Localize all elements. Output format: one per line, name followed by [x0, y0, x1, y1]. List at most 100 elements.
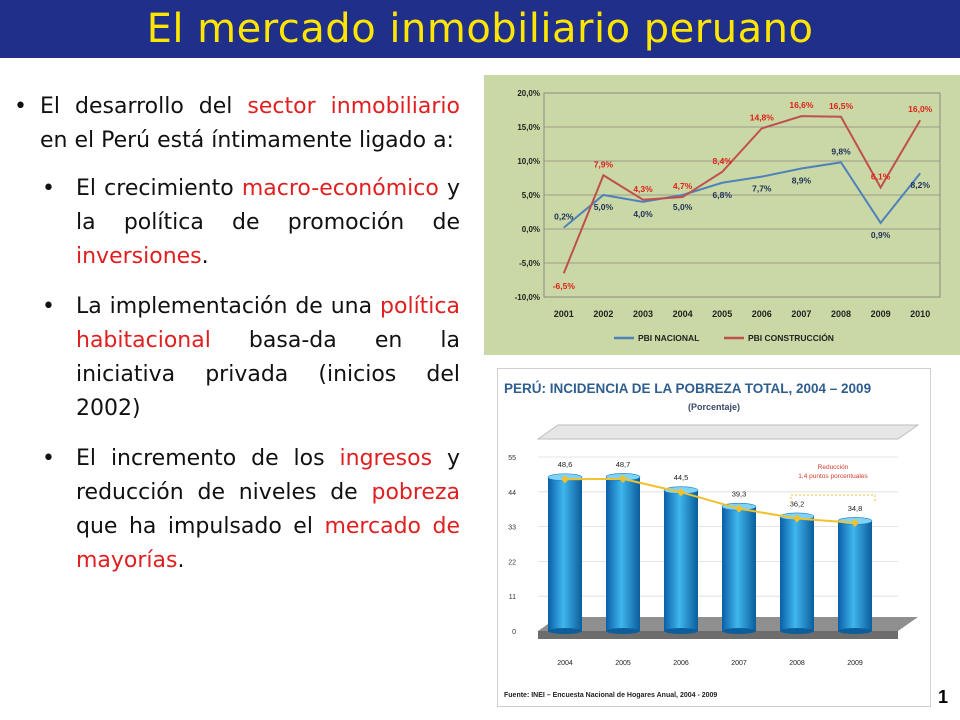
- x-tick-label: 2001: [554, 309, 574, 319]
- annotation-text: 1,4 puntos porcentuales: [798, 473, 868, 480]
- data-label: 4,3%: [633, 184, 653, 194]
- y-tick-label: 0,0%: [522, 225, 540, 234]
- y-tick-label: 55: [508, 455, 516, 462]
- data-label: 16,6%: [789, 100, 814, 110]
- highlight-text: ingresos: [339, 446, 433, 471]
- gdp-line-chart-svg: 20,0% 15,0% 10,0% 5,0% 0,0% -5,0% -10,0% 2001 20…: [515, 89, 941, 343]
- data-label: 8,4%: [713, 156, 733, 166]
- x-tick-label: 2009: [871, 309, 891, 319]
- bullet-dot-icon: •: [42, 176, 55, 201]
- x-tick-label: 2005: [615, 660, 631, 667]
- bar-base: [606, 628, 640, 634]
- bar-base: [722, 628, 756, 634]
- legend-label: PBI CONSTRUCCIÓN: [748, 332, 834, 343]
- y-tick-label: -5,0%: [519, 259, 540, 268]
- x-tick-label: 2006: [673, 660, 689, 667]
- bar-base: [664, 628, 698, 634]
- data-label: 48,7: [616, 460, 631, 469]
- x-tick-label: 2002: [593, 309, 613, 319]
- data-label: 14,8%: [750, 112, 775, 122]
- bullet-dot-icon: •: [42, 446, 55, 471]
- bullet-text: basa-da en la iniciativa privada (inicio…: [76, 328, 460, 421]
- series-line-1: [562, 115, 922, 274]
- bar: [606, 476, 640, 631]
- bullet-sub-3: • El incremento de los ingresos y reducc…: [42, 442, 460, 578]
- trend-marker: [735, 504, 743, 513]
- x-tick-label: 2006: [752, 309, 772, 319]
- data-label: 6,1%: [871, 172, 891, 182]
- title-bar: El mercado inmobiliario peruano: [0, 0, 960, 58]
- x-tick-label: 2010: [910, 309, 930, 319]
- legend-label: PBI NACIONAL: [638, 333, 699, 343]
- data-label: 5,0%: [594, 202, 614, 212]
- bullet-text: y la política de promoción de: [76, 176, 460, 235]
- bullet-text: El incremento de los: [76, 446, 340, 471]
- chart-wall-top: [536, 424, 920, 440]
- poverty-bar-chart: PERÚ: INCIDENCIA DE LA POBREZA TOTAL, 20…: [497, 368, 931, 707]
- x-tick-label: 2007: [791, 309, 811, 319]
- trend-marker: [677, 488, 685, 497]
- highlight-text: inversiones: [76, 244, 202, 269]
- data-label: 5,0%: [673, 202, 693, 212]
- bar-base: [780, 628, 814, 634]
- bullet-text: .: [177, 548, 185, 573]
- x-tick-label: 2005: [712, 309, 732, 319]
- bar: [722, 506, 756, 631]
- data-label: 16,0%: [908, 104, 933, 114]
- page-title: El mercado inmobiliario peruano: [146, 6, 814, 52]
- y-tick-label: 15,0%: [517, 123, 540, 132]
- data-label: 8,2%: [911, 180, 931, 190]
- highlight-text: mercado de mayorías: [76, 514, 461, 573]
- highlight-text: macro-económico: [241, 176, 439, 201]
- data-label: 4,0%: [633, 209, 653, 219]
- y-tick-label: -10,0%: [515, 293, 540, 302]
- data-label: 6,8%: [713, 190, 733, 200]
- data-label: 48,6: [558, 460, 573, 469]
- bar-base: [548, 628, 582, 634]
- y-tick-label: 44: [508, 490, 516, 497]
- trend-line: [564, 477, 856, 524]
- bullet-text: en el Perú está íntimamente ligado a:: [40, 128, 454, 153]
- trend-marker: [561, 475, 569, 484]
- text-column: • El desarrollo del sector inmobiliario …: [14, 90, 460, 594]
- bar-base: [838, 628, 872, 634]
- bar-chart-title: PERÚ: INCIDENCIA DE LA POBREZA TOTAL, 20…: [504, 381, 871, 396]
- bar: [838, 520, 872, 631]
- y-tick-label: 5,0%: [522, 191, 540, 200]
- page-number: 1: [937, 687, 948, 707]
- poverty-bar-chart-svg: PERÚ: INCIDENCIA DE LA POBREZA TOTAL, 20…: [504, 381, 920, 699]
- highlight-text: pobreza: [371, 480, 460, 505]
- bar: [664, 490, 698, 631]
- y-tick-label: 11: [509, 594, 516, 601]
- data-label: 9,8%: [831, 146, 851, 156]
- bullet-dot-icon: •: [42, 294, 55, 319]
- y-tick-label: 22: [508, 559, 516, 566]
- trend-marker: [851, 518, 859, 527]
- bullet-dot-icon: •: [14, 94, 27, 119]
- data-label: 39,3: [732, 490, 747, 499]
- data-label: 7,7%: [752, 184, 772, 194]
- highlight-text: política habitacional: [76, 294, 460, 353]
- gdp-line-chart: 20,0% 15,0% 10,0% 5,0% 0,0% -5,0% -10,0% 2001 20…: [484, 75, 960, 355]
- y-tick-label: 10,0%: [517, 157, 540, 166]
- bar-chart-subtitle: (Porcentaje): [688, 402, 740, 412]
- data-label: 7,9%: [594, 159, 614, 169]
- data-label: 44,5: [674, 473, 689, 482]
- highlight-text: sector inmobiliario: [247, 94, 460, 119]
- data-label: 36,2: [790, 499, 805, 508]
- annotation-bracket: [790, 494, 876, 503]
- x-tick-label: 2009: [847, 660, 863, 667]
- y-tick-label: 0: [512, 629, 516, 636]
- bar: [780, 516, 814, 631]
- bullet-text: El crecimiento: [76, 176, 242, 201]
- data-label: 0,2%: [554, 212, 574, 222]
- x-tick-label: 2004: [557, 660, 573, 667]
- bullet-text: El desarrollo del: [40, 94, 248, 119]
- data-label: 34,8: [848, 504, 863, 513]
- bullet-text: y reducción de niveles de: [76, 446, 461, 505]
- trend-marker: [619, 474, 627, 483]
- bar: [548, 477, 582, 631]
- data-label: 16,5%: [829, 101, 854, 111]
- x-tick-label: 2007: [731, 660, 747, 667]
- bullet-main: • El desarrollo del sector inmobiliario …: [14, 90, 460, 158]
